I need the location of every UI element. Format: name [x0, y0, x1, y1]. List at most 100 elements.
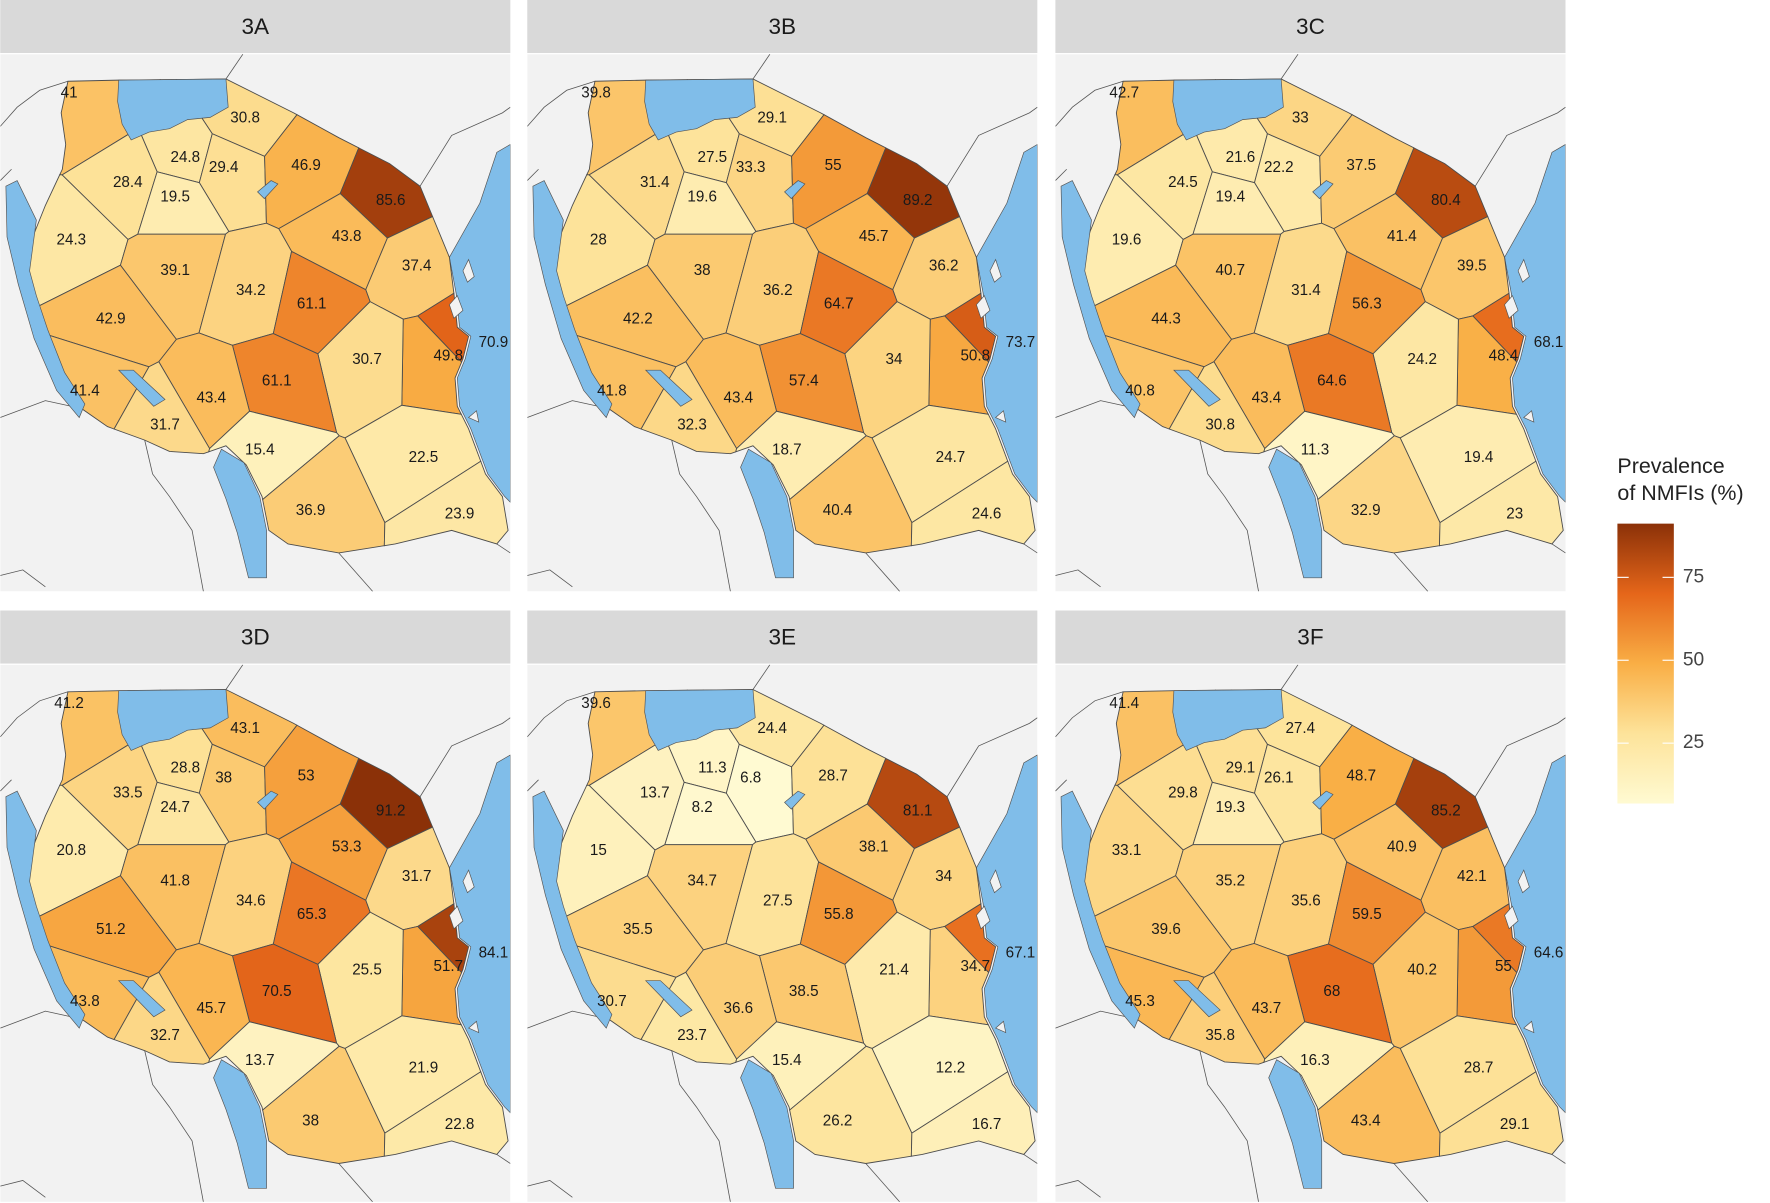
region-label: 31.4 [640, 174, 670, 191]
region-label: 55.8 [824, 906, 854, 923]
region-label: 22.2 [1264, 159, 1294, 176]
region-label: 24.5 [1168, 174, 1198, 191]
region-label: 43.4 [1351, 1113, 1381, 1130]
legend-title: Prevalence [1617, 454, 1724, 478]
region-label: 27.4 [1285, 720, 1315, 737]
island [1504, 295, 1519, 319]
region-label: 45.7 [196, 1000, 226, 1017]
region-label: 64.6 [1534, 945, 1564, 962]
region-label: 13.7 [245, 1052, 275, 1069]
country-border [1551, 543, 1566, 554]
country-border [527, 168, 539, 181]
region-label: 35.6 [1291, 893, 1321, 910]
region-label: 33.1 [1112, 842, 1142, 859]
country-border [527, 691, 596, 738]
lake [1312, 180, 1334, 200]
region-label: 29.4 [209, 159, 239, 176]
region [113, 361, 211, 455]
country-border [0, 779, 12, 792]
region-label: 28 [590, 231, 607, 248]
region-label: 43.4 [1252, 389, 1282, 406]
region-label: 68.1 [1534, 334, 1564, 351]
ocean [449, 144, 511, 503]
ocean [1504, 754, 1566, 1114]
region [113, 971, 211, 1065]
country-border [527, 569, 573, 588]
country-border [338, 1163, 373, 1202]
panel-title: 3E [769, 625, 797, 650]
region-label: 15 [590, 842, 607, 859]
region-label: 28.7 [818, 767, 848, 784]
region-label: 16.7 [972, 1116, 1002, 1133]
island [1523, 410, 1535, 423]
island [994, 1020, 1007, 1034]
region-label: 11.3 [698, 760, 727, 777]
island [976, 295, 991, 319]
region [789, 435, 913, 554]
lake [740, 1059, 794, 1189]
region-label: 73.7 [1006, 334, 1036, 351]
country-border [1199, 1050, 1259, 1202]
ocean [976, 754, 1038, 1114]
island [467, 1020, 480, 1034]
region-label: 30.8 [230, 110, 260, 127]
region [383, 460, 509, 547]
map: 41.4 27.4 29.1 26.1 29.8 19.3 48.7 85.2 33.1 40.9… [1055, 664, 1566, 1202]
panel-title: 3C [1296, 14, 1325, 39]
region-label: 38 [215, 770, 232, 787]
region-label: 53 [298, 767, 315, 784]
region-label: 89.2 [903, 192, 933, 209]
region-label: 64.6 [1317, 372, 1347, 389]
lake [117, 369, 166, 407]
country-border [144, 1050, 204, 1202]
panel-header [527, 610, 1038, 664]
country-border [1393, 552, 1429, 592]
country-border [1055, 80, 1124, 127]
lake [784, 790, 806, 810]
lake [1268, 448, 1323, 579]
lake [532, 790, 613, 1029]
region-label: 48.7 [1346, 767, 1376, 784]
panel: 3C 42.7 33 21.6 22.2 24.5 19.4 37.5 80.4 19.6 41.4… [1055, 0, 1566, 592]
lake [644, 689, 756, 751]
region [1317, 435, 1441, 554]
region-label: 51.2 [96, 921, 126, 938]
country-border [496, 543, 511, 554]
lake [644, 369, 693, 407]
region-label: 43.4 [723, 389, 753, 406]
country-border [496, 1154, 511, 1164]
ocean [449, 754, 511, 1114]
region-label: 6.8 [740, 770, 761, 787]
region-label: 30.7 [597, 993, 627, 1010]
country-border [946, 717, 1038, 797]
region-label: 45.7 [859, 228, 889, 245]
colorbar [1617, 523, 1674, 804]
panel-header [1055, 610, 1566, 664]
lake [257, 790, 279, 810]
country-border [0, 168, 12, 181]
region-label: 68 [1323, 983, 1340, 1000]
region-label: 18.7 [772, 441, 802, 458]
region-label: 24.3 [57, 231, 87, 248]
region [910, 1071, 1036, 1157]
colorbar-tick-label: 50 [1683, 649, 1704, 670]
region-label: 34.6 [236, 893, 266, 910]
region-label: 19.6 [687, 189, 717, 206]
lake [644, 980, 693, 1018]
country-border [1280, 54, 1299, 80]
island [462, 258, 475, 283]
region-label: 41.2 [54, 695, 84, 712]
island [467, 410, 480, 423]
lake [213, 448, 267, 579]
island [994, 410, 1007, 423]
region-label: 51.7 [433, 958, 463, 975]
region-label: 31.4 [1291, 282, 1321, 299]
colorbar-tick-label: 25 [1683, 732, 1704, 753]
country-border [338, 552, 373, 592]
panel: 3B 39.8 29.1 27.5 33.3 31.4 19.6 55 89.2 28 45.7 38… [527, 0, 1038, 592]
region-label: 26.2 [823, 1113, 853, 1130]
region-label: 48.4 [1489, 348, 1519, 365]
